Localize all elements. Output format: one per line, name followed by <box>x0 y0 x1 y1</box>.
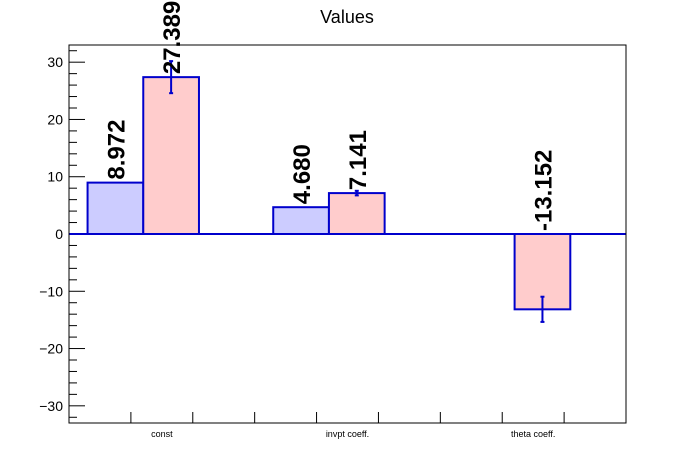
data-label: 8.972 <box>103 120 130 180</box>
data-label: 27.389 <box>159 1 186 74</box>
y-tick-label: 0 <box>55 226 63 242</box>
y-tick-label: −10 <box>39 283 63 299</box>
data-label: 7.141 <box>345 130 372 190</box>
plot-frame <box>68 44 627 424</box>
y-tick-label: 10 <box>47 169 63 185</box>
data-label: -13.152 <box>530 150 557 231</box>
y-tick-label: 20 <box>47 111 63 127</box>
bar <box>327 192 386 235</box>
data-labels: 8.972 4.680 27.389 7.141 -13.152 <box>103 1 557 231</box>
axes: −30 −20 −10 0 10 20 30 const invpt coeff. theta c… <box>39 50 565 439</box>
y-tick-label: 30 <box>47 54 63 70</box>
data-label: 4.680 <box>289 144 316 204</box>
x-category-label: invpt coeff. <box>326 429 369 439</box>
x-category-label: theta coeff. <box>511 429 555 439</box>
bar <box>86 181 145 236</box>
chart-title: Values <box>320 7 374 27</box>
bar <box>272 206 330 236</box>
y-tick-label: −20 <box>39 341 63 357</box>
y-tick-label: −30 <box>39 398 63 414</box>
bar <box>142 76 200 235</box>
bars <box>69 60 626 323</box>
x-category-label: const <box>151 429 173 439</box>
